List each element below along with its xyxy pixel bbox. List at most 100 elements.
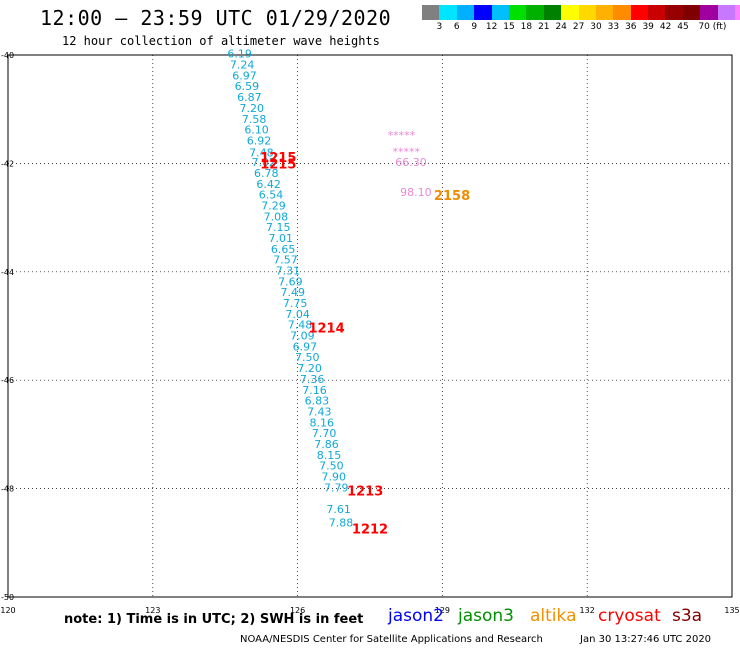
wave-height-value: 7.69 xyxy=(278,275,303,288)
map-subtitle: 12 hour collection of altimeter wave hei… xyxy=(62,34,380,48)
wave-height-value: 7.79 xyxy=(324,481,349,494)
colorbar-label: 3 xyxy=(436,22,443,32)
colorbar-labels: 3 6 9 12 15 18 21 24 27 30 33 36 39 42 45 70 (ft) xyxy=(422,22,732,34)
colorbar-label: 24 xyxy=(555,22,567,32)
colorbar-label: 45 xyxy=(677,22,689,32)
pass-time-label: 1213 xyxy=(347,484,383,499)
colorbar-swatch xyxy=(613,5,631,20)
map-frame xyxy=(7,54,733,598)
map-title: 12:00 – 23:59 UTC 01/29/2020 xyxy=(40,6,392,30)
wave-height-value: 7.57 xyxy=(273,254,298,267)
wave-height-value: 6.65 xyxy=(271,243,296,256)
colorbar-swatch xyxy=(682,5,701,20)
colorbar-label: 42 xyxy=(659,22,672,32)
wave-height-value: 6.78 xyxy=(254,167,279,180)
wave-height-value: 7.86 xyxy=(314,438,339,451)
latitude-tick-label: -46 xyxy=(1,376,14,385)
wave-height-value: 7.70 xyxy=(312,427,337,440)
colorbar-swatch xyxy=(595,5,614,20)
latitude-tick-label: -42 xyxy=(1,159,14,168)
wave-height-value: 98.10 xyxy=(400,186,432,199)
wave-height-value: 7.20 xyxy=(297,362,322,375)
latitude-tick-label: -40 xyxy=(1,51,14,60)
wave-height-value: 7.48 xyxy=(288,319,313,332)
wave-height-value: 7.48 xyxy=(249,146,274,159)
colorbar-swatch xyxy=(439,5,457,20)
wave-height-value: 7.50 xyxy=(319,460,344,473)
wave-height-value: 7.29 xyxy=(261,199,286,212)
pass-time-label: 2158 xyxy=(434,189,470,204)
pass-time-label: 1215 xyxy=(260,151,296,166)
colorbar-label: 27 xyxy=(572,22,585,32)
wave-height-value: 6.97 xyxy=(232,69,257,82)
wave-height-value: 7.02 xyxy=(252,156,277,169)
colorbar-swatch xyxy=(474,5,492,20)
pass-time-label: 1214 xyxy=(308,322,344,337)
colorbar-swatch xyxy=(648,5,666,20)
longitude-tick-label: 123 xyxy=(145,606,160,615)
wave-height-value: 7.61 xyxy=(326,503,351,516)
wave-height-value: 6.83 xyxy=(305,395,330,408)
colorbar-label: 12 xyxy=(485,22,498,32)
wave-height-value: ***** xyxy=(388,129,416,142)
wave-height-value: 7.08 xyxy=(264,210,289,223)
colorbar-label: 70 (ft) xyxy=(698,22,727,32)
wave-height-value: 7.36 xyxy=(300,373,325,386)
colorbar-label: 36 xyxy=(625,22,637,32)
colorbar-swatch xyxy=(578,5,596,20)
latitude-tick-label: -48 xyxy=(1,485,14,494)
wave-height-value: 6.54 xyxy=(259,189,284,202)
colorbar-swatch xyxy=(735,5,740,20)
wave-height-value: 8.16 xyxy=(309,416,334,429)
pass-time-label: 1215 xyxy=(260,157,296,172)
legend-cryosat: cryosat xyxy=(598,606,661,626)
colorbar-swatch xyxy=(561,5,579,20)
colorbar-label: 18 xyxy=(520,22,533,32)
colorbar-label: 6 xyxy=(453,22,460,32)
legend-jason2: jason2 xyxy=(388,606,444,626)
longitude-tick-label: 120 xyxy=(0,606,15,615)
wave-height-value: 6.92 xyxy=(247,134,272,147)
colorbar-swatch xyxy=(508,5,527,20)
wave-height-value: 7.16 xyxy=(302,384,327,397)
wave-height-value: 7.88 xyxy=(329,517,354,530)
colorbar-swatch xyxy=(543,5,562,20)
longitude-tick-label: 126 xyxy=(290,606,305,615)
wave-height-value: 7.58 xyxy=(242,113,267,126)
colorbar-label: 33 xyxy=(607,22,620,32)
wave-height-value: 7.09 xyxy=(290,330,315,343)
wave-height-value: 7.75 xyxy=(283,297,308,310)
wave-height-value: 6.97 xyxy=(293,340,318,353)
colorbar-swatch xyxy=(717,5,736,20)
wave-height-value: 7.01 xyxy=(268,232,293,245)
wave-height-value: 7.49 xyxy=(281,286,306,299)
wave-height-value: 7.04 xyxy=(285,308,310,321)
wave-height-value: 7.20 xyxy=(239,102,264,115)
latitude-tick-label: -50 xyxy=(1,593,14,602)
longitude-tick-label: 132 xyxy=(580,606,595,615)
units-note: note: 1) Time is in UTC; 2) SWH is in fe… xyxy=(64,612,364,627)
wave-height-value: 8.15 xyxy=(317,449,342,462)
wave-height-value: 66.30 xyxy=(395,156,427,169)
colorbar-swatch xyxy=(526,5,544,20)
wave-height-value: 6.10 xyxy=(244,124,269,137)
wave-height-value: 6.19 xyxy=(227,48,252,61)
wave-height-value: ***** xyxy=(392,145,420,158)
colorbar-label: 21 xyxy=(538,22,550,32)
wave-height-value: 7.43 xyxy=(307,405,332,418)
wave-height-value: 7.90 xyxy=(322,470,347,483)
colorbar-label: 30 xyxy=(590,22,602,32)
latitude-tick-label: -44 xyxy=(1,268,14,277)
credit-text: NOAA/NESDIS Center for Satellite Applica… xyxy=(240,634,543,645)
colorbar-label: 39 xyxy=(642,22,654,32)
legend-jason3: jason3 xyxy=(458,606,514,626)
wave-height-value: 7.15 xyxy=(266,221,291,234)
colorbar-swatch xyxy=(491,5,509,20)
colorbar-swatch xyxy=(630,5,649,20)
longitude-tick-label: 129 xyxy=(435,606,450,615)
colorbar xyxy=(422,5,740,20)
legend-altika: altika xyxy=(530,606,577,626)
wave-height-value: 7.50 xyxy=(295,351,320,364)
longitude-tick-label: 135 xyxy=(724,606,739,615)
